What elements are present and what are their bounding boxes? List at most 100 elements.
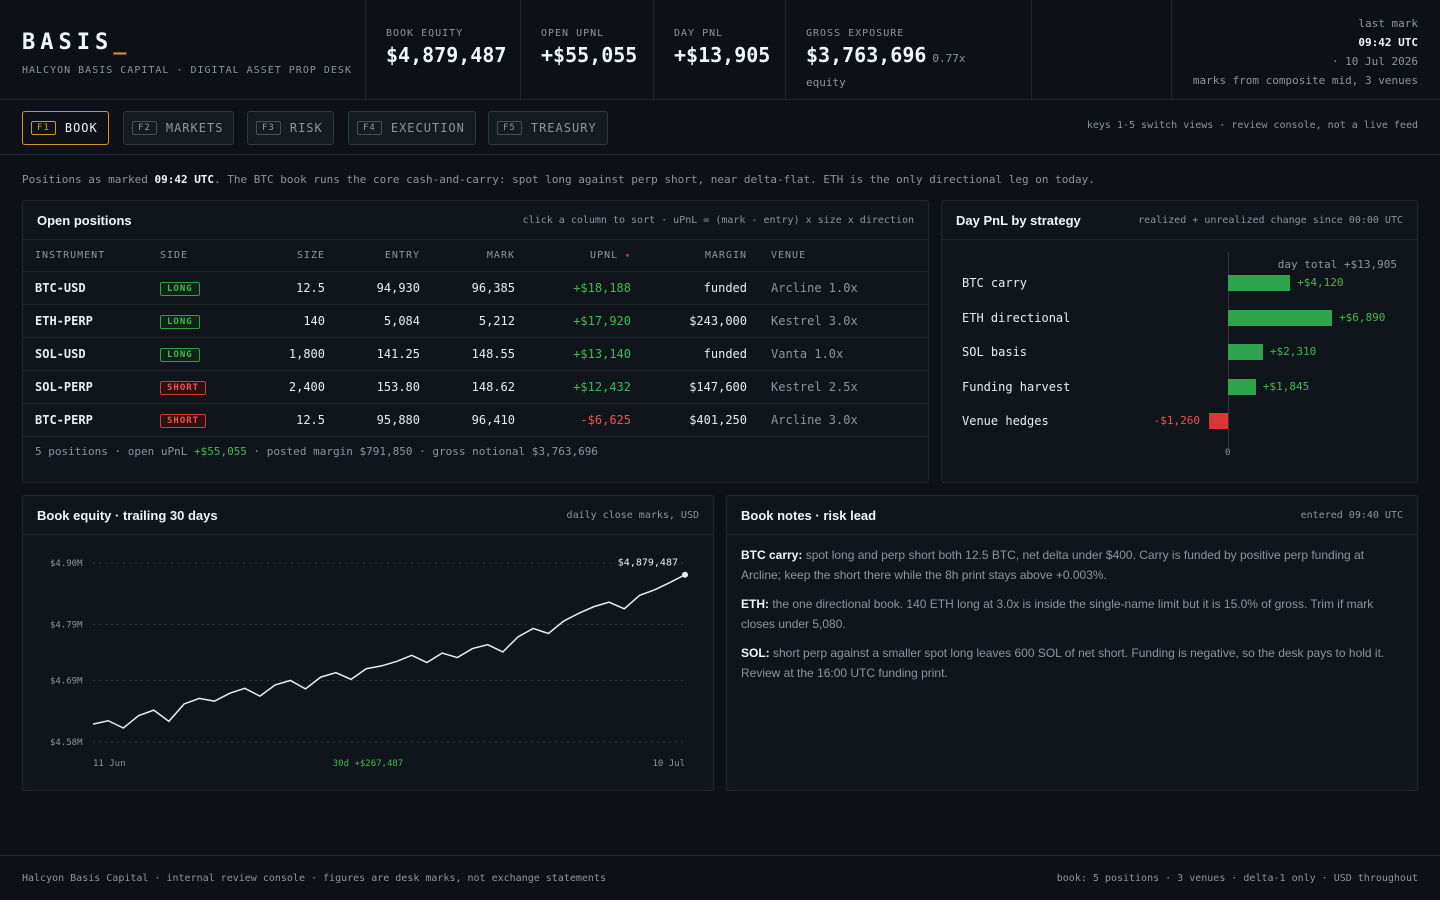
- tab-label: BOOK: [64, 121, 98, 135]
- footer: Halcyon Basis Capital · internal review …: [0, 855, 1440, 900]
- cell-entry: 94,930: [325, 271, 420, 305]
- note-item: ETH: the one directional book. 140 ETH l…: [741, 597, 1374, 631]
- header-spacer: [1032, 0, 1172, 99]
- strategy-row: BTC carry +$4,120: [942, 274, 1417, 294]
- kpi-open-upnl: OPEN UPNL +$55,055: [521, 0, 654, 99]
- strategy-name: Venue hedges: [962, 414, 1049, 428]
- cell-upnl: +$17,920: [515, 304, 631, 338]
- side-badge: LONG: [160, 347, 200, 362]
- cell-size: 2,400: [230, 370, 325, 404]
- last-mark-time: 09:42 UTC: [1358, 36, 1418, 49]
- table-row[interactable]: SOL-USD LONG 1,800 141.25 148.55 +$13,14…: [23, 337, 928, 371]
- note-item: BTC carry: spot long and perp short both…: [741, 548, 1365, 582]
- intro-text: Positions as marked 09:42 UTC. The BTC b…: [22, 173, 1095, 186]
- kpi-suffix: 0.77x equity: [806, 52, 966, 89]
- tab-label: RISK: [289, 121, 323, 135]
- tab-key: F1: [31, 121, 56, 135]
- summary-upnl: +$55,055: [193, 444, 247, 458]
- table-row[interactable]: BTC-USD LONG 12.5 94,930 96,385 +$18,188…: [23, 271, 928, 305]
- cell-instrument: SOL-PERP: [23, 370, 160, 404]
- cell-upnl: -$6,625: [515, 403, 631, 437]
- col-side[interactable]: SIDE: [160, 240, 230, 272]
- cell-instrument: ETH-PERP: [23, 304, 160, 338]
- strategy-name: BTC carry: [962, 276, 1028, 290]
- panel-title: Book equity · trailing 30 days: [37, 507, 218, 523]
- cell-instrument: BTC-PERP: [23, 403, 160, 437]
- cell-entry: 95,880: [325, 403, 420, 437]
- cell-instrument: BTC-USD: [23, 271, 160, 305]
- col-instrument[interactable]: INSTRUMENT: [23, 240, 160, 272]
- side-badge: SHORT: [160, 413, 207, 428]
- strategy-name: ETH directional: [962, 310, 1071, 325]
- book-notes-panel: Book notes · risk lead entered 09:40 UTC…: [726, 495, 1418, 791]
- col-mark[interactable]: MARK: [420, 240, 515, 272]
- tab-key: F3: [256, 121, 281, 135]
- equity-chart: $4.58M $4.69M $4.79M $4.90M $4,879,487 11 Jun…: [50, 558, 688, 769]
- change-label: 30d +$267,487: [333, 759, 403, 769]
- y-tick-label: $4.58M: [50, 738, 83, 748]
- intro-time: 09:42 UTC: [154, 173, 215, 186]
- last-mark-date: · 10 Jul 2026: [1331, 55, 1418, 68]
- strategy-row: Funding harvest +$1,845: [942, 378, 1417, 398]
- table-row[interactable]: BTC-PERP SHORT 12.5 95,880 96,410 -$6,62…: [23, 403, 928, 437]
- sort-desc-icon: ▾: [625, 250, 631, 260]
- tab-label: MARKETS: [165, 121, 224, 135]
- strategy-bar: [1208, 413, 1228, 429]
- y-tick-label: $4.69M: [50, 676, 83, 686]
- tab-hint: keys 1-5 switch views · review console, …: [1086, 120, 1418, 131]
- equity-series-line: [92, 574, 686, 729]
- cell-venue: Kestrel 3.0x: [747, 304, 928, 338]
- cell-size: 12.5: [230, 403, 325, 437]
- tab-markets[interactable]: F2 MARKETS: [123, 111, 235, 145]
- brand-subtitle: HALCYON BASIS CAPITAL · DIGITAL ASSET PR…: [22, 65, 352, 76]
- col-margin[interactable]: MARGIN: [631, 240, 747, 272]
- cell-size: 12.5: [230, 271, 325, 305]
- strategy-bar: [1228, 344, 1263, 360]
- tab-risk[interactable]: F3 RISK: [247, 111, 334, 145]
- last-mark-label: last mark: [1358, 17, 1418, 30]
- cell-venue: Vanta 1.0x: [747, 337, 928, 371]
- tab-label: EXECUTION: [390, 121, 465, 135]
- kpi-day-pnl: DAY PNL +$13,905: [654, 0, 786, 99]
- side-badge: LONG: [160, 314, 200, 329]
- cell-entry: 153.80: [325, 370, 420, 404]
- cell-venue: Arcline 1.0x: [747, 271, 928, 305]
- footer-left: Halcyon Basis Capital · internal review …: [22, 872, 606, 884]
- panel-hint: daily close marks, USD: [566, 509, 699, 521]
- col-upnl[interactable]: UPNL ▾: [515, 240, 631, 272]
- table-row[interactable]: SOL-PERP SHORT 2,400 153.80 148.62 +$12,…: [23, 370, 928, 404]
- panel-hint: realized + unrealized change since 00:00…: [1138, 214, 1403, 226]
- tab-execution[interactable]: F4 EXECUTION: [348, 111, 476, 145]
- panel-header: Open positions click a column to sort · …: [23, 201, 928, 240]
- tab-key: F2: [132, 121, 157, 135]
- cell-venue: Arcline 3.0x: [747, 403, 928, 437]
- panel-header: Book notes · risk lead entered 09:40 UTC: [727, 496, 1417, 535]
- table-row[interactable]: ETH-PERP LONG 140 5,084 5,212 +$17,920 $…: [23, 304, 928, 338]
- col-venue[interactable]: VENUE: [747, 240, 928, 272]
- cell-mark: 148.62: [420, 370, 515, 404]
- footer-right: book: 5 positions · 3 venues · delta-1 o…: [1056, 872, 1418, 884]
- tab-key: F5: [497, 121, 522, 135]
- col-entry[interactable]: ENTRY: [325, 240, 420, 272]
- cell-instrument: SOL-USD: [23, 337, 160, 371]
- tab-treasury[interactable]: F5 TREASURY: [488, 111, 608, 145]
- open-positions-panel: Open positions click a column to sort · …: [22, 200, 929, 483]
- panel-hint: entered 09:40 UTC: [1300, 509, 1403, 521]
- x-tick-label: 10 Jul: [652, 759, 685, 769]
- cell-margin: funded: [631, 271, 747, 305]
- cell-mark: 5,212: [420, 304, 515, 338]
- kpi-label: BOOK EQUITY: [386, 28, 464, 39]
- panel-hint: click a column to sort · uPnL = (mark - …: [522, 214, 914, 226]
- cell-upnl: +$13,140: [515, 337, 631, 371]
- side-badge: SHORT: [160, 380, 207, 395]
- panel-title: Day PnL by strategy: [956, 212, 1081, 228]
- tab-bar: F1 BOOK F2 MARKETS F3 RISK F4 EXECUTION F5 TR…: [0, 100, 1440, 155]
- cell-entry: 141.25: [325, 337, 420, 371]
- note-item: SOL: short perp against a smaller spot l…: [741, 646, 1385, 680]
- tab-book[interactable]: F1 BOOK: [22, 111, 109, 145]
- col-size[interactable]: SIZE: [230, 240, 325, 272]
- notes-body: BTC carry: spot long and perp short both…: [727, 535, 1417, 683]
- last-mark: last mark 09:42 UTC · 10 Jul 2026 marks …: [1172, 0, 1440, 99]
- cell-margin: funded: [631, 337, 747, 371]
- kpi-value: $3,763,696 0.77x equity: [806, 43, 966, 89]
